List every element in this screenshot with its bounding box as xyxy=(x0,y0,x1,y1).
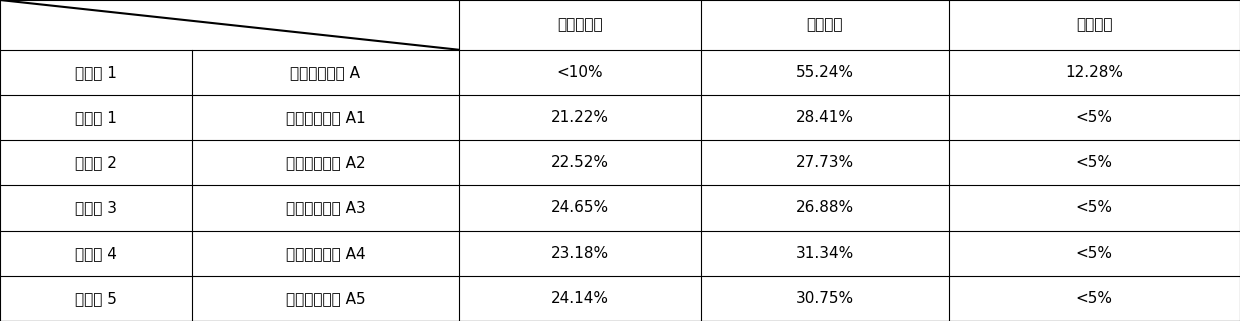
Text: <5%: <5% xyxy=(1076,246,1112,261)
Text: 27.73%: 27.73% xyxy=(796,155,853,170)
Text: 对比例 1: 对比例 1 xyxy=(76,110,117,125)
Text: 28.41%: 28.41% xyxy=(796,110,853,125)
Text: 24.14%: 24.14% xyxy=(551,291,609,306)
Text: <5%: <5% xyxy=(1076,291,1112,306)
Text: 固体微生物肥 A1: 固体微生物肥 A1 xyxy=(285,110,366,125)
Text: 固体微生物肥 A5: 固体微生物肥 A5 xyxy=(285,291,366,306)
Text: 对比例 5: 对比例 5 xyxy=(76,291,117,306)
Text: 23.18%: 23.18% xyxy=(551,246,609,261)
Text: 固体微生物肥 A2: 固体微生物肥 A2 xyxy=(285,155,366,170)
Text: <5%: <5% xyxy=(1076,155,1112,170)
Text: <5%: <5% xyxy=(1076,110,1112,125)
Text: 对比例 4: 对比例 4 xyxy=(76,246,117,261)
Text: 固体微生物肥 A4: 固体微生物肥 A4 xyxy=(285,246,366,261)
Text: 实施例 1: 实施例 1 xyxy=(76,65,117,80)
Text: 番茄增产: 番茄增产 xyxy=(1076,17,1112,32)
Text: 26.88%: 26.88% xyxy=(796,201,853,215)
Text: 55.24%: 55.24% xyxy=(796,65,853,80)
Text: 31.34%: 31.34% xyxy=(796,246,853,261)
Text: 线虫染病率: 线虫染病率 xyxy=(557,17,603,32)
Text: 21.22%: 21.22% xyxy=(551,110,609,125)
Text: 对比例 3: 对比例 3 xyxy=(76,201,117,215)
Text: 12.28%: 12.28% xyxy=(1065,65,1123,80)
Text: 30.75%: 30.75% xyxy=(796,291,853,306)
Text: 固体微生物肥 A3: 固体微生物肥 A3 xyxy=(285,201,366,215)
Text: 固体微生物肥 A: 固体微生物肥 A xyxy=(290,65,361,80)
Text: <10%: <10% xyxy=(557,65,603,80)
Text: 24.65%: 24.65% xyxy=(551,201,609,215)
Text: 芹菜增产: 芹菜增产 xyxy=(806,17,843,32)
Text: 对比例 2: 对比例 2 xyxy=(76,155,117,170)
Text: 22.52%: 22.52% xyxy=(551,155,609,170)
Text: <5%: <5% xyxy=(1076,201,1112,215)
